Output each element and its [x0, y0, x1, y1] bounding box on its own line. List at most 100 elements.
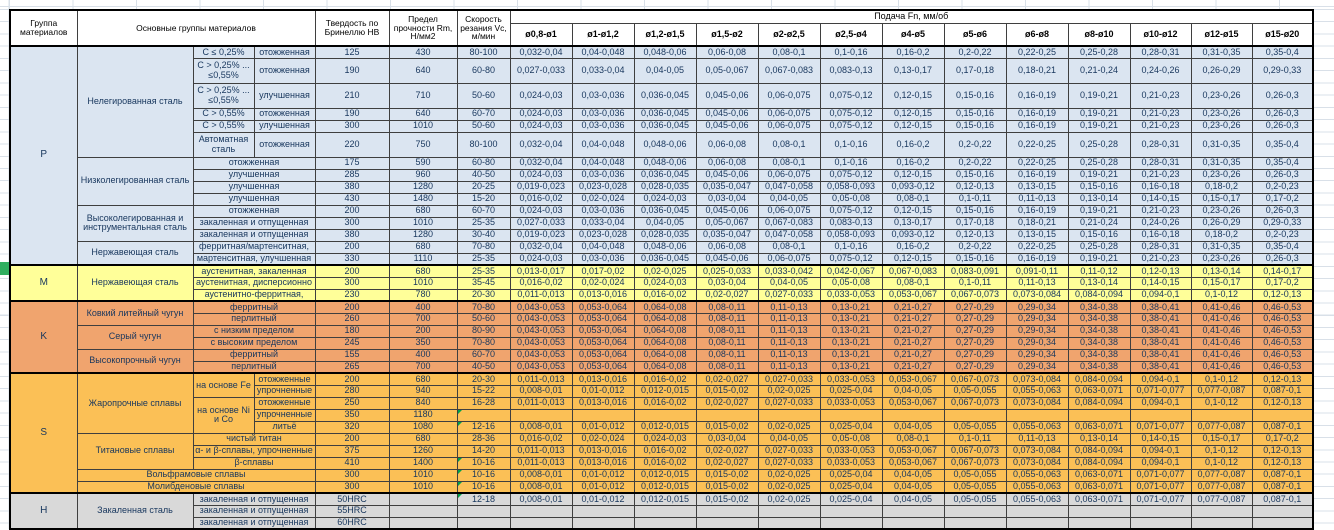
- feed-value-cell[interactable]: 0,03-0,036: [571, 82, 635, 109]
- speed-cell[interactable]: 60-80: [456, 156, 511, 170]
- feed-value-cell[interactable]: 0,013-0,016: [571, 456, 635, 470]
- feed-value-cell[interactable]: 0,045-0,06: [695, 82, 759, 109]
- feed-value-cell[interactable]: 0,35-0,4: [1251, 240, 1314, 254]
- feed-value-cell[interactable]: 0,02-0,025: [633, 264, 697, 278]
- feed-value-cell[interactable]: 0,29-0,34: [1005, 348, 1069, 362]
- feed-value-cell[interactable]: 0,016-0,02: [633, 288, 697, 302]
- feed-value-cell[interactable]: 0,011-0,013: [509, 456, 573, 470]
- material-label-cell[interactable]: отожженная: [253, 45, 316, 59]
- feed-value-cell[interactable]: 0,46-0,53: [1251, 348, 1314, 362]
- feed-value-cell[interactable]: 0,015-0,02: [695, 468, 759, 482]
- feed-value-cell[interactable]: 0,08-0,11: [695, 300, 759, 314]
- material-label-cell[interactable]: упрочненные: [253, 408, 316, 422]
- feed-value-cell[interactable]: [881, 408, 945, 422]
- feed-value-cell[interactable]: [695, 504, 759, 518]
- feed-value-cell[interactable]: 0,12-0,13: [1251, 456, 1314, 470]
- speed-cell[interactable]: 40-50: [456, 168, 511, 182]
- feed-value-cell[interactable]: 0,042-0,067: [819, 264, 883, 278]
- feed-value-cell[interactable]: 0,38-0,41: [1129, 324, 1192, 338]
- feed-value-cell[interactable]: 0,29-0,33: [1251, 57, 1314, 84]
- feed-value-cell[interactable]: 0,02-0,027: [695, 288, 759, 302]
- header-diameter-range[interactable]: ø6-ø8: [1005, 23, 1069, 47]
- material-label-cell[interactable]: Высоколегированная и инструментальная ст…: [76, 204, 194, 242]
- speed-cell[interactable]: 50-60: [456, 312, 511, 326]
- feed-value-cell[interactable]: 0,21-0,23: [1129, 107, 1192, 121]
- feed-value-cell[interactable]: 0,31-0,35: [1190, 45, 1253, 59]
- feed-value-cell[interactable]: 0,04-0,048: [571, 156, 635, 170]
- feed-value-cell[interactable]: 0,15-0,16: [1067, 228, 1131, 242]
- feed-value-cell[interactable]: [1129, 504, 1192, 518]
- material-label-cell[interactable]: отожженные: [253, 372, 316, 386]
- feed-value-cell[interactable]: 0,25-0,28: [1067, 45, 1131, 59]
- material-label-cell[interactable]: Вольфрамовые сплавы: [76, 468, 316, 482]
- feed-value-cell[interactable]: 0,073-0,084: [1005, 288, 1069, 302]
- feed-value-cell[interactable]: 0,03-0,04: [695, 192, 759, 206]
- strength-cell[interactable]: 680: [388, 372, 458, 386]
- feed-value-cell[interactable]: 0,26-0,3: [1251, 252, 1314, 266]
- strength-cell[interactable]: 680: [388, 240, 458, 254]
- feed-value-cell[interactable]: 0,064-0,08: [633, 324, 697, 338]
- feed-value-cell[interactable]: 0,29-0,34: [1005, 336, 1069, 350]
- feed-value-cell[interactable]: 0,013-0,017: [509, 264, 573, 278]
- feed-value-cell[interactable]: 0,083-0,13: [819, 57, 883, 84]
- feed-value-cell[interactable]: 0,033-0,053: [819, 372, 883, 386]
- material-label-cell[interactable]: Нелегированная сталь: [76, 45, 194, 158]
- feed-value-cell[interactable]: 0,025-0,04: [819, 420, 883, 434]
- strength-cell[interactable]: 780: [388, 288, 458, 302]
- feed-value-cell[interactable]: 0,1-0,11: [943, 192, 1007, 206]
- feed-value-cell[interactable]: 0,025-0,04: [819, 384, 883, 398]
- feed-value-cell[interactable]: 0,04-0,05: [633, 216, 697, 230]
- feed-value-cell[interactable]: 0,23-0,26: [1190, 107, 1253, 121]
- feed-value-cell[interactable]: 0,016-0,02: [633, 456, 697, 470]
- feed-value-cell[interactable]: 0,067-0,073: [943, 288, 1007, 302]
- speed-cell[interactable]: 15-20: [456, 192, 511, 206]
- feed-value-cell[interactable]: 0,075-0,12: [819, 204, 883, 218]
- feed-value-cell[interactable]: 0,024-0,03: [633, 432, 697, 446]
- feed-value-cell[interactable]: 0,012-0,015: [633, 384, 697, 398]
- strength-cell[interactable]: [388, 492, 458, 506]
- hardness-cell[interactable]: 285: [314, 168, 390, 182]
- header-speed[interactable]: Скорость резания Vc, м/мин: [456, 9, 511, 47]
- header-diameter-range[interactable]: ø0,8-ø1: [509, 23, 573, 47]
- material-label-cell[interactable]: α- и β-сплавы, упрочненные: [192, 444, 316, 458]
- feed-value-cell[interactable]: 0,28-0,31: [1129, 240, 1192, 254]
- feed-value-cell[interactable]: 0,067-0,073: [943, 372, 1007, 386]
- feed-value-cell[interactable]: 0,033-0,04: [571, 216, 635, 230]
- feed-value-cell[interactable]: 0,04-0,05: [757, 276, 821, 290]
- feed-value-cell[interactable]: 0,06-0,075: [757, 168, 821, 182]
- feed-value-cell[interactable]: 0,087-0,1: [1251, 468, 1314, 482]
- hardness-cell[interactable]: 280: [314, 384, 390, 398]
- material-label-cell[interactable]: улучшенная: [253, 119, 316, 133]
- feed-value-cell[interactable]: 0,084-0,094: [1067, 288, 1131, 302]
- feed-value-cell[interactable]: 0,22-0,25: [1005, 156, 1069, 170]
- feed-value-cell[interactable]: 0,38-0,41: [1129, 312, 1192, 326]
- feed-value-cell[interactable]: 0,033-0,053: [819, 444, 883, 458]
- hardness-cell[interactable]: 300: [314, 276, 390, 290]
- feed-value-cell[interactable]: [757, 408, 821, 422]
- speed-cell[interactable]: 80-100: [456, 131, 511, 158]
- feed-value-cell[interactable]: 0,019-0,023: [509, 180, 573, 194]
- feed-value-cell[interactable]: 0,12-0,15: [881, 252, 945, 266]
- feed-value-cell[interactable]: 0,03-0,04: [695, 432, 759, 446]
- feed-value-cell[interactable]: 0,21-0,23: [1129, 119, 1192, 133]
- material-label-cell[interactable]: закаленная и отпущенная: [192, 492, 316, 506]
- feed-value-cell[interactable]: 0,15-0,16: [943, 107, 1007, 121]
- feed-value-cell[interactable]: 0,045-0,06: [695, 168, 759, 182]
- feed-value-cell[interactable]: 0,024-0,03: [509, 107, 573, 121]
- feed-value-cell[interactable]: 0,24-0,26: [1129, 216, 1192, 230]
- feed-value-cell[interactable]: 0,34-0,38: [1067, 312, 1131, 326]
- feed-value-cell[interactable]: 0,008-0,01: [509, 492, 573, 506]
- strength-cell[interactable]: 680: [388, 204, 458, 218]
- feed-value-cell[interactable]: [509, 408, 573, 422]
- feed-value-cell[interactable]: 0,15-0,17: [1190, 192, 1253, 206]
- feed-value-cell[interactable]: 0,08-0,1: [757, 156, 821, 170]
- feed-value-cell[interactable]: 0,033-0,053: [819, 396, 883, 410]
- feed-value-cell[interactable]: 0,053-0,067: [881, 444, 945, 458]
- feed-value-cell[interactable]: 0,024-0,03: [509, 82, 573, 109]
- speed-cell[interactable]: 80-100: [456, 45, 511, 59]
- feed-value-cell[interactable]: 0,19-0,21: [1067, 204, 1131, 218]
- feed-value-cell[interactable]: 0,05-0,055: [943, 492, 1007, 506]
- feed-value-cell[interactable]: 0,08-0,1: [881, 192, 945, 206]
- material-label-cell[interactable]: мартенситная, улучшенная: [192, 252, 316, 266]
- feed-value-cell[interactable]: [695, 408, 759, 422]
